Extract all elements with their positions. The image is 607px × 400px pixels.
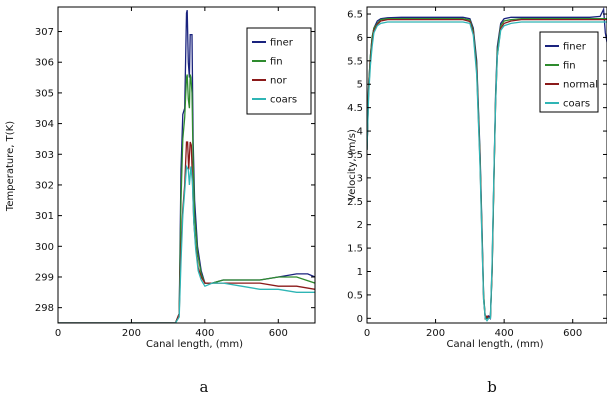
y-axis-label: Velocity, (m/s)	[347, 129, 358, 201]
x-tick-label: 200	[122, 328, 141, 339]
x-tick-label: 600	[269, 328, 288, 339]
panel-label: a	[200, 378, 209, 396]
y-tick-label: 3	[357, 173, 363, 184]
y-tick-label: 5.5	[347, 56, 363, 67]
y-tick-label: 2	[357, 220, 363, 231]
legend-label-nor: nor	[270, 76, 287, 87]
legend-label-fin: fin	[563, 61, 576, 72]
legend-label-finer: finer	[270, 38, 294, 49]
y-tick-label: 6	[357, 33, 363, 44]
y-tick-label: 0	[357, 314, 363, 325]
x-tick-label: 0	[55, 328, 61, 339]
chart-panel-b: 0 200 400 600 0 0.5 1 1.5 2 2.5 3 3.5 4 4.5 5 5.5 6 6.5 Ca…	[347, 6, 607, 396]
y-tick-label: 4.5	[347, 103, 363, 114]
series-line-fin	[58, 74, 315, 323]
x-axis-label: Canal length, (mm)	[446, 339, 543, 350]
legend-label-coars: coars	[563, 99, 590, 110]
legend-label-normal: normal	[563, 80, 598, 91]
y-tick-label: 304	[35, 119, 54, 130]
legend: finer fin normal coars	[539, 31, 599, 113]
y-tick-label: 307	[35, 27, 54, 38]
x-tick-label: 0	[364, 328, 370, 339]
y-tick-label: 300	[35, 242, 54, 253]
plot-frame	[57, 6, 316, 324]
legend-label-finer: finer	[563, 42, 587, 53]
y-tick-label: 1	[357, 267, 363, 278]
y-tick-label: 298	[35, 303, 54, 314]
series-line-coars	[58, 164, 315, 323]
y-tick-label: 306	[35, 58, 54, 69]
x-tick-label: 200	[426, 328, 445, 339]
y-tick-label: 0.5	[347, 290, 363, 301]
x-tick-label: 400	[495, 328, 514, 339]
panel-label: b	[487, 378, 497, 396]
legend: finer fin nor coars	[246, 27, 312, 115]
y-tick-label: 301	[35, 211, 54, 222]
legend-label-coars: coars	[270, 95, 297, 106]
y-tick-label: 1.5	[347, 244, 363, 255]
y-axis-label: Temperature, T(K)	[5, 121, 16, 212]
y-tick-label: 6.5	[347, 10, 363, 21]
y-tick-label: 4	[357, 127, 363, 138]
y-tick-label: 3.5	[347, 150, 363, 161]
x-tick-label: 600	[563, 328, 582, 339]
y-tick-label: 299	[35, 272, 54, 283]
x-tick-label: 400	[195, 328, 214, 339]
x-axis-label: Canal length, (mm)	[146, 339, 243, 350]
plot-frame	[366, 6, 607, 324]
y-tick-label: 302	[35, 180, 54, 191]
y-tick-label: 305	[35, 88, 54, 99]
chart-panel-a: 0 200 400 600 298 299 300 301 302 303 304 305 306 307…	[5, 6, 316, 396]
y-tick-label: 5	[357, 80, 363, 91]
y-tick-label: 2.5	[347, 197, 363, 208]
y-tick-label: 303	[35, 150, 54, 161]
series-line-coars	[367, 21, 607, 322]
legend-label-fin: fin	[270, 57, 283, 68]
